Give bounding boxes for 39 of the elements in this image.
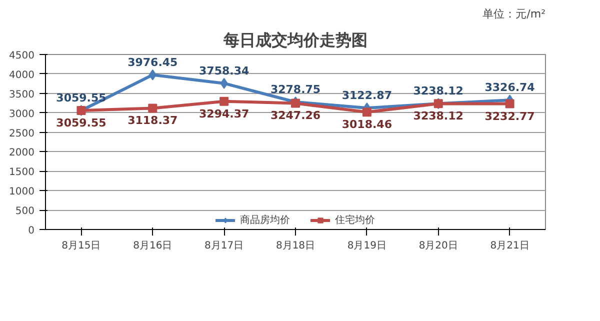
data-label: 3294.37: [199, 107, 250, 120]
point: [362, 108, 372, 117]
data-label: 3238.12: [413, 84, 464, 98]
data-label: 3122.87: [342, 89, 392, 102]
legend-label: 住宅均价: [335, 214, 375, 227]
y-tick-label: 4500: [9, 50, 35, 62]
legend-label: 商品房均价: [240, 214, 290, 227]
data-label: 3118.37: [128, 114, 178, 128]
data-label: 3059.55: [56, 116, 106, 130]
x-tick-label: 8月20日: [418, 240, 458, 252]
data-label: 3018.46: [342, 118, 392, 132]
x-tick-label: 8月15日: [62, 240, 101, 252]
data-label: 3238.12: [413, 110, 464, 123]
y-tick-label: 1000: [9, 186, 35, 198]
x-tick-label: 8月21日: [490, 240, 530, 252]
data-label: 3278.75: [270, 82, 321, 96]
point: [505, 99, 514, 108]
y-tick-label: 500: [15, 206, 35, 218]
text: 单位：元/m²: [482, 8, 546, 20]
data-label: 3326.74: [484, 81, 536, 94]
data-label: 3758.34: [199, 64, 250, 78]
data-label: 3247.26: [270, 109, 321, 122]
y-tick-label: 1500: [9, 167, 35, 178]
y-tick-label: 3500: [9, 89, 35, 100]
data-label: 3232.77: [484, 110, 535, 123]
data-label: 3059.55: [56, 92, 106, 105]
x-tick-label: 8月16日: [133, 240, 172, 252]
x-tick-label: 8月18日: [276, 240, 316, 252]
y-tick-label: 2500: [9, 128, 35, 140]
data-label: 3976.45: [128, 56, 178, 69]
point: [220, 96, 229, 106]
y-tick-label: 3000: [9, 108, 35, 120]
x-tick-label: 8月19日: [347, 240, 386, 252]
chart-title: 每日成交均价走势图: [222, 30, 368, 50]
point: [148, 104, 158, 113]
x-tick-label: 8月17日: [204, 240, 244, 252]
y-tick-label: 0: [28, 226, 35, 236]
y-tick-label: 2000: [9, 148, 35, 159]
y-tick-label: 4000: [9, 70, 35, 81]
